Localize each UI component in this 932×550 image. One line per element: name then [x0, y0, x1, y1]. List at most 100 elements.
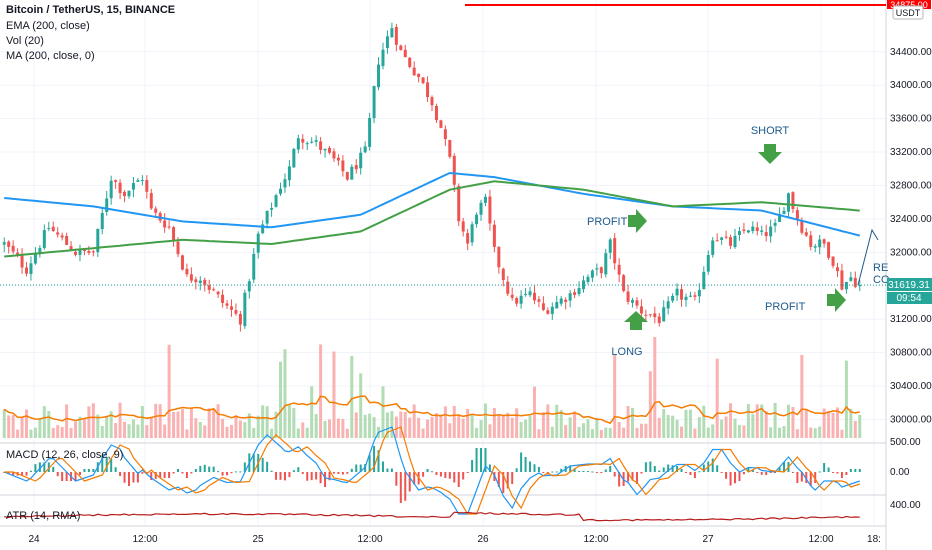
volume-bar [483, 403, 487, 438]
macd-histogram-bar [729, 472, 732, 486]
atr-legend[interactable]: ATR (14, RMA) [6, 510, 81, 522]
candle-body [33, 253, 37, 264]
macd-histogram-bar [230, 472, 233, 474]
time-tick-label: 26 [477, 534, 489, 545]
volume-bar [310, 386, 314, 438]
candle-body [809, 235, 813, 247]
macd-histogram-bar [127, 472, 130, 486]
volume-bar [399, 411, 403, 438]
macd-histogram-bar [689, 472, 692, 475]
candle-body [791, 192, 795, 210]
volume-bar [385, 412, 389, 438]
candle-body [2, 242, 6, 245]
volume-bar [417, 417, 421, 438]
volume-bar [497, 414, 501, 438]
volume-bar [194, 418, 198, 438]
macd-histogram-bar [662, 467, 665, 472]
candle-body [840, 270, 844, 290]
candle-body [858, 284, 862, 287]
macd-histogram-bar [221, 472, 224, 476]
price-tick-label: 31200.00 [890, 314, 932, 325]
macd-histogram-bar [569, 466, 572, 472]
macd-histogram-bar [65, 472, 68, 481]
volume-bar [599, 429, 603, 438]
volume-bar [91, 403, 95, 438]
macd-histogram-bar [132, 472, 135, 483]
candle-body [443, 129, 447, 140]
macd-zero-tick-label: 0.00 [890, 467, 910, 478]
macd-histogram-bar [591, 471, 594, 473]
macd-histogram-bar [823, 463, 826, 472]
volume-bar [510, 417, 514, 438]
volume-bar [853, 420, 857, 438]
candle-body [644, 314, 648, 316]
volume-bar [319, 344, 323, 438]
volume-ma-line [3, 395, 860, 425]
volume-bar [256, 415, 260, 438]
candle-body [559, 298, 563, 304]
candle-body [123, 191, 127, 197]
candle-body [20, 254, 24, 268]
macd-histogram-bar [270, 470, 273, 472]
chart-title[interactable]: Bitcoin / TetherUS, 15, BINANCE [6, 4, 176, 16]
volume-bar [550, 426, 554, 438]
volume-bar [693, 428, 697, 438]
vol-legend[interactable]: Vol (20) [6, 35, 44, 47]
candle-body [341, 160, 345, 172]
macd-histogram-bar [25, 472, 28, 476]
countdown-value: 09:54 [896, 293, 921, 304]
macd-histogram-bar [609, 466, 612, 472]
macd-histogram-bar [217, 471, 220, 473]
macd-histogram-bar [212, 466, 215, 472]
volume-bar [305, 427, 309, 438]
volume-series [2, 336, 862, 438]
macd-histogram-bar [61, 472, 64, 481]
candle-body [140, 180, 144, 182]
macd-histogram-bar [190, 472, 193, 474]
currency-badge[interactable] [892, 5, 924, 20]
macd-histogram-bar [702, 464, 705, 472]
candle-body [412, 67, 416, 76]
macd-histogram-bar [386, 468, 389, 472]
macd-histogram-bar [747, 467, 750, 472]
candle-body [234, 310, 238, 314]
macd-histogram-bar [578, 471, 581, 472]
volume-bar [56, 425, 60, 438]
candle-body [336, 157, 340, 161]
time-axis[interactable]: 24 12:00 25 12:00 26 12:00 27 12:00 18: [28, 534, 881, 545]
candle-body [11, 245, 15, 252]
volume-bar [403, 411, 407, 438]
ema-legend[interactable]: EMA (200, close) [6, 20, 90, 32]
macd-histogram-bar [373, 446, 376, 472]
candle-body [238, 313, 242, 325]
volume-bar [457, 415, 461, 438]
candle-body [724, 236, 728, 238]
candle-body [706, 254, 710, 272]
macd-histogram-bar [765, 472, 768, 475]
volume-bar [546, 404, 550, 438]
candle-body [769, 226, 773, 237]
candle-body [408, 57, 412, 67]
time-tick-label: 24 [28, 534, 40, 545]
macd-legend[interactable]: MACD (12, 26, close, 9) [6, 449, 124, 461]
candle-body [666, 301, 670, 309]
macd-histogram-bar [684, 472, 687, 473]
volume-bar [247, 413, 251, 438]
candle-body [778, 213, 782, 222]
volume-bar [283, 349, 287, 438]
volume-bar [760, 404, 764, 438]
volume-bar [613, 354, 617, 438]
macd-histogram-bar [635, 472, 638, 484]
macd-histogram-bar [341, 472, 344, 475]
volume-bar [751, 414, 755, 438]
macd-histogram-bar [310, 472, 313, 481]
volume-bar [577, 426, 581, 438]
ema-200-path [4, 171, 861, 237]
candle-body [198, 280, 202, 283]
price-tick-label: 32400.00 [890, 214, 932, 225]
ma-legend[interactable]: MA (200, close, 0) [6, 50, 95, 62]
volume-bar [773, 402, 777, 438]
macd-histogram-bar [832, 472, 835, 473]
macd-histogram-bar [716, 465, 719, 472]
